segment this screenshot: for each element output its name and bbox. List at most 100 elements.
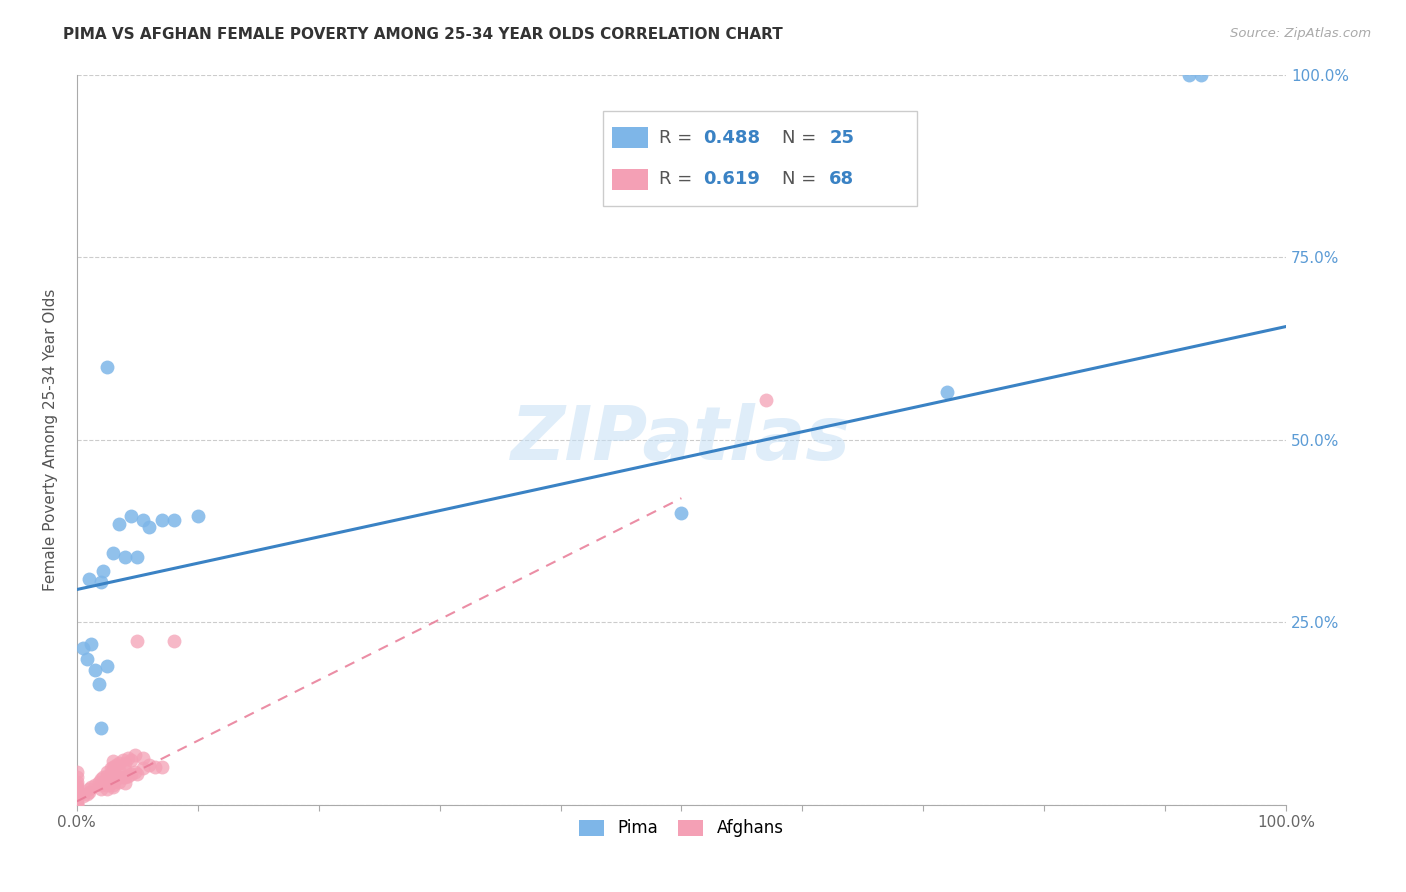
- Text: 68: 68: [830, 170, 855, 188]
- Text: N =: N =: [782, 128, 823, 146]
- Point: [162, 633, 184, 648]
- Point: [66, 792, 89, 806]
- Point: [77, 572, 100, 586]
- Point: [138, 520, 160, 534]
- Point: [66, 785, 89, 799]
- Text: PIMA VS AFGHAN FEMALE POVERTY AMONG 25-34 YEAR OLDS CORRELATION CHART: PIMA VS AFGHAN FEMALE POVERTY AMONG 25-3…: [63, 27, 783, 42]
- Point: [66, 780, 89, 794]
- Point: [84, 663, 107, 677]
- Text: N =: N =: [782, 170, 823, 188]
- Point: [66, 790, 89, 805]
- Point: [90, 772, 112, 787]
- Bar: [612, 128, 648, 148]
- Point: [84, 778, 107, 792]
- Point: [66, 783, 89, 797]
- Text: 0.488: 0.488: [703, 128, 761, 146]
- Point: [96, 769, 118, 783]
- Point: [108, 516, 131, 531]
- Point: [138, 757, 160, 772]
- Point: [120, 509, 142, 524]
- Point: [114, 770, 136, 784]
- Point: [76, 652, 98, 666]
- Point: [66, 778, 89, 792]
- Point: [108, 770, 131, 784]
- Point: [66, 797, 89, 811]
- Point: [72, 789, 94, 804]
- Point: [90, 781, 112, 796]
- Text: Source: ZipAtlas.com: Source: ZipAtlas.com: [1230, 27, 1371, 40]
- Point: [117, 769, 139, 783]
- Point: [90, 575, 112, 590]
- Text: 25: 25: [830, 128, 855, 146]
- Point: [132, 750, 155, 764]
- Point: [66, 787, 89, 801]
- Point: [72, 640, 94, 655]
- Point: [76, 787, 98, 801]
- Point: [66, 781, 89, 796]
- Point: [66, 774, 89, 789]
- Point: [111, 753, 134, 767]
- Point: [108, 756, 131, 770]
- Point: [114, 549, 136, 564]
- Point: [108, 774, 131, 789]
- Point: [108, 763, 131, 777]
- Point: [132, 762, 155, 776]
- Point: [114, 756, 136, 770]
- Point: [90, 721, 112, 735]
- Point: [101, 780, 124, 794]
- Point: [120, 753, 142, 767]
- Point: [66, 789, 89, 804]
- Point: [114, 763, 136, 777]
- Point: [77, 785, 100, 799]
- Point: [150, 760, 173, 774]
- Point: [90, 778, 112, 792]
- Point: [104, 757, 127, 772]
- Point: [101, 546, 124, 560]
- Point: [127, 633, 149, 648]
- Text: ZIPatlas: ZIPatlas: [512, 403, 852, 476]
- Point: [101, 774, 124, 789]
- Point: [936, 385, 959, 400]
- Point: [96, 359, 118, 374]
- Point: [87, 677, 110, 691]
- Point: [66, 770, 89, 784]
- Point: [114, 776, 136, 790]
- Point: [96, 659, 118, 673]
- Point: [87, 774, 110, 789]
- Point: [93, 776, 115, 790]
- Point: [96, 778, 118, 792]
- Point: [96, 772, 118, 787]
- Point: [117, 750, 139, 764]
- Point: [124, 748, 146, 763]
- Point: [96, 781, 118, 796]
- Point: [111, 770, 134, 784]
- Point: [101, 760, 124, 774]
- Point: [150, 513, 173, 527]
- Point: [187, 509, 209, 524]
- Point: [162, 513, 184, 527]
- Text: R =: R =: [659, 170, 699, 188]
- Point: [127, 549, 149, 564]
- Point: [127, 767, 149, 781]
- Point: [1189, 68, 1212, 82]
- Point: [1178, 68, 1201, 82]
- Point: [77, 781, 100, 796]
- Point: [80, 637, 103, 651]
- Point: [671, 506, 693, 520]
- Point: [101, 767, 124, 781]
- Bar: [612, 169, 648, 190]
- Point: [101, 778, 124, 792]
- Point: [132, 513, 155, 527]
- Point: [93, 564, 115, 578]
- Text: 0.619: 0.619: [703, 170, 761, 188]
- Point: [66, 765, 89, 780]
- Point: [80, 780, 103, 794]
- Point: [66, 797, 89, 812]
- Point: [93, 770, 115, 784]
- Point: [100, 762, 122, 776]
- Legend: Pima, Afghans: Pima, Afghans: [572, 813, 790, 844]
- Point: [66, 795, 89, 809]
- Point: [101, 763, 124, 777]
- Point: [124, 765, 146, 780]
- Point: [145, 760, 167, 774]
